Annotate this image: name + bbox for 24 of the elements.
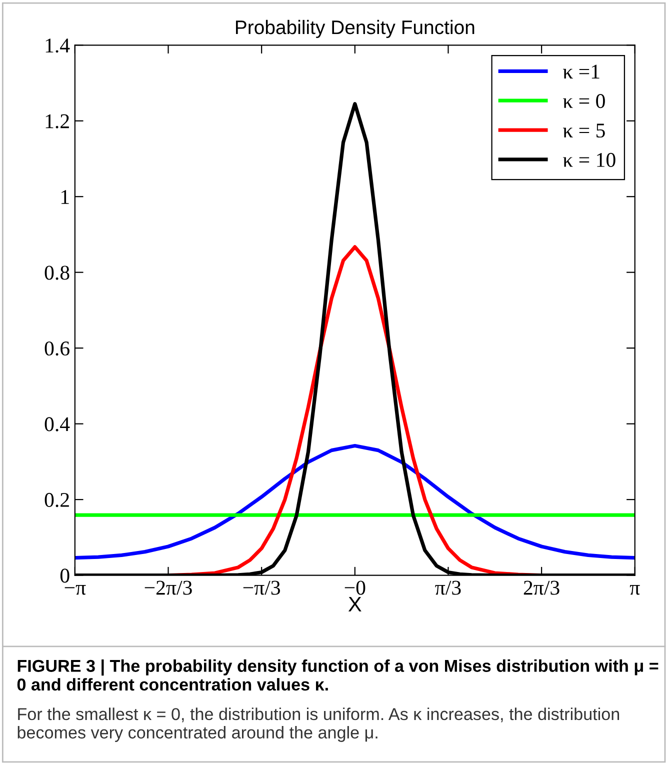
x-tick-label: −0	[344, 580, 366, 595]
x-tick-label: 2π/3	[524, 580, 560, 595]
caption: FIGURE 3 | The probability density function of a von Mises distribution with μ = 0 and different concentration values κ.	[17, 659, 658, 691]
y-tick-label: 0	[60, 568, 70, 583]
y-tick-label: 0.8	[44, 266, 70, 280]
line-series	[74, 444, 635, 560]
y-tick-label: 0.4	[44, 417, 70, 432]
y-tick-label: 0.6	[44, 341, 70, 356]
x-tick-label: −2π/3	[144, 580, 192, 595]
legend-label: κ =1	[563, 64, 600, 78]
x-axis-title: X	[348, 597, 362, 612]
x-tick-label: π/3	[435, 580, 461, 595]
legend-label: κ = 5	[563, 124, 605, 138]
text: For the smallest κ = 0, the distribution is uniform. As κ increases, the distribution becomes very concentrated around the angle μ.	[18, 708, 620, 742]
x-tick-label: −π	[64, 585, 86, 595]
y-tick-label: 0.2	[44, 492, 69, 508]
y-tick-label: 1	[61, 190, 69, 204]
y-tick-label: 1.2	[46, 114, 69, 128]
chart-title: Probability Density Function	[236, 20, 474, 38]
x-tick-label: π	[630, 585, 640, 595]
legend-label: κ = 10	[563, 152, 616, 167]
y-tick-label: 1.4	[46, 38, 70, 53]
legend-label: κ = 0	[563, 94, 605, 108]
x-tick-label: −π/3	[243, 580, 280, 595]
